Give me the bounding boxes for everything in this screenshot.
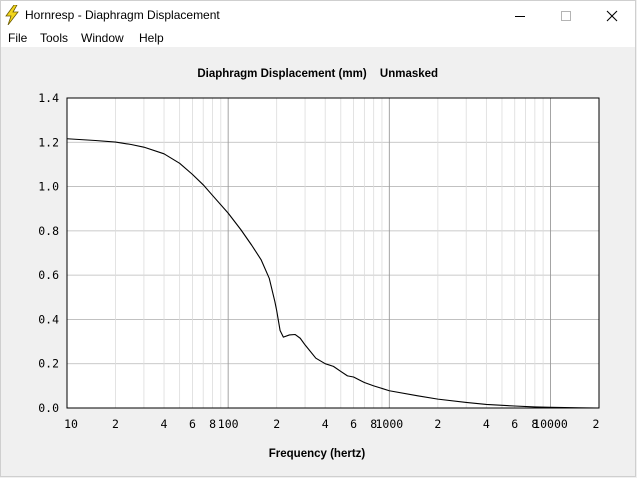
series-line — [66, 138, 600, 409]
y-tick-label: 0.8 — [38, 224, 59, 238]
y-tick-label: 0.4 — [38, 312, 59, 326]
x-tick-label: 10 — [64, 417, 78, 431]
title-bar[interactable]: Hornresp - Diaphragm Displacement — [1, 1, 635, 30]
menu-window[interactable]: Window — [81, 31, 124, 45]
chart-subtitle: Unmasked — [380, 68, 438, 80]
plot-frame — [66, 97, 600, 409]
series-layer — [66, 138, 600, 409]
x-tick-label: 4 — [483, 417, 490, 431]
menu-file[interactable]: File — [8, 31, 28, 45]
menu-tools[interactable]: Tools — [40, 31, 69, 45]
y-tick-label: 1.4 — [38, 91, 59, 105]
minimize-icon — [515, 15, 525, 17]
chart-title: Diaphragm Displacement (mm) — [197, 68, 367, 80]
grid-lines — [67, 98, 599, 408]
x-tick-label: 2 — [112, 417, 119, 431]
x-tick-label: 10000 — [533, 417, 568, 431]
x-tick-label: 6 — [189, 417, 196, 431]
x-tick-label: 4 — [161, 417, 168, 431]
x-tick-label: 2 — [593, 417, 600, 431]
y-tick-label: 0.0 — [38, 401, 59, 415]
x-tick-label: 2 — [273, 417, 280, 431]
x-tick-label: 8 — [531, 417, 538, 431]
y-tick-label: 1.0 — [38, 180, 59, 194]
menu-help[interactable]: Help — [139, 31, 164, 45]
x-tick-label: 8 — [209, 417, 216, 431]
y-tick-label: 0.6 — [38, 268, 59, 282]
x-tick-label: 100 — [218, 417, 239, 431]
x-tick-label: 4 — [322, 417, 329, 431]
window-title: Hornresp - Diaphragm Displacement — [25, 8, 220, 22]
x-tick-label: 1000 — [375, 417, 403, 431]
plot-area — [67, 98, 599, 408]
x-axis-label: Frequency (hertz) — [269, 448, 366, 460]
x-tick-label: 2 — [434, 417, 441, 431]
x-tick-label: 6 — [350, 417, 357, 431]
close-button[interactable] — [589, 1, 635, 30]
close-icon — [606, 10, 618, 21]
minimize-button[interactable] — [497, 1, 543, 30]
maximize-button[interactable] — [543, 1, 589, 30]
x-tick-label: 8 — [370, 417, 377, 431]
maximize-icon — [561, 10, 571, 21]
lightning-app-icon — [5, 5, 19, 25]
x-tick-label: 6 — [511, 417, 518, 431]
y-tick-label: 1.2 — [38, 135, 59, 149]
menu-bar: File Tools Window Help — [1, 30, 635, 47]
tick-labels: 0.00.20.40.60.81.01.21.410 2 4 6 8 100 2 4 6 8100… — [38, 91, 599, 431]
y-tick-label: 0.2 — [38, 357, 59, 371]
